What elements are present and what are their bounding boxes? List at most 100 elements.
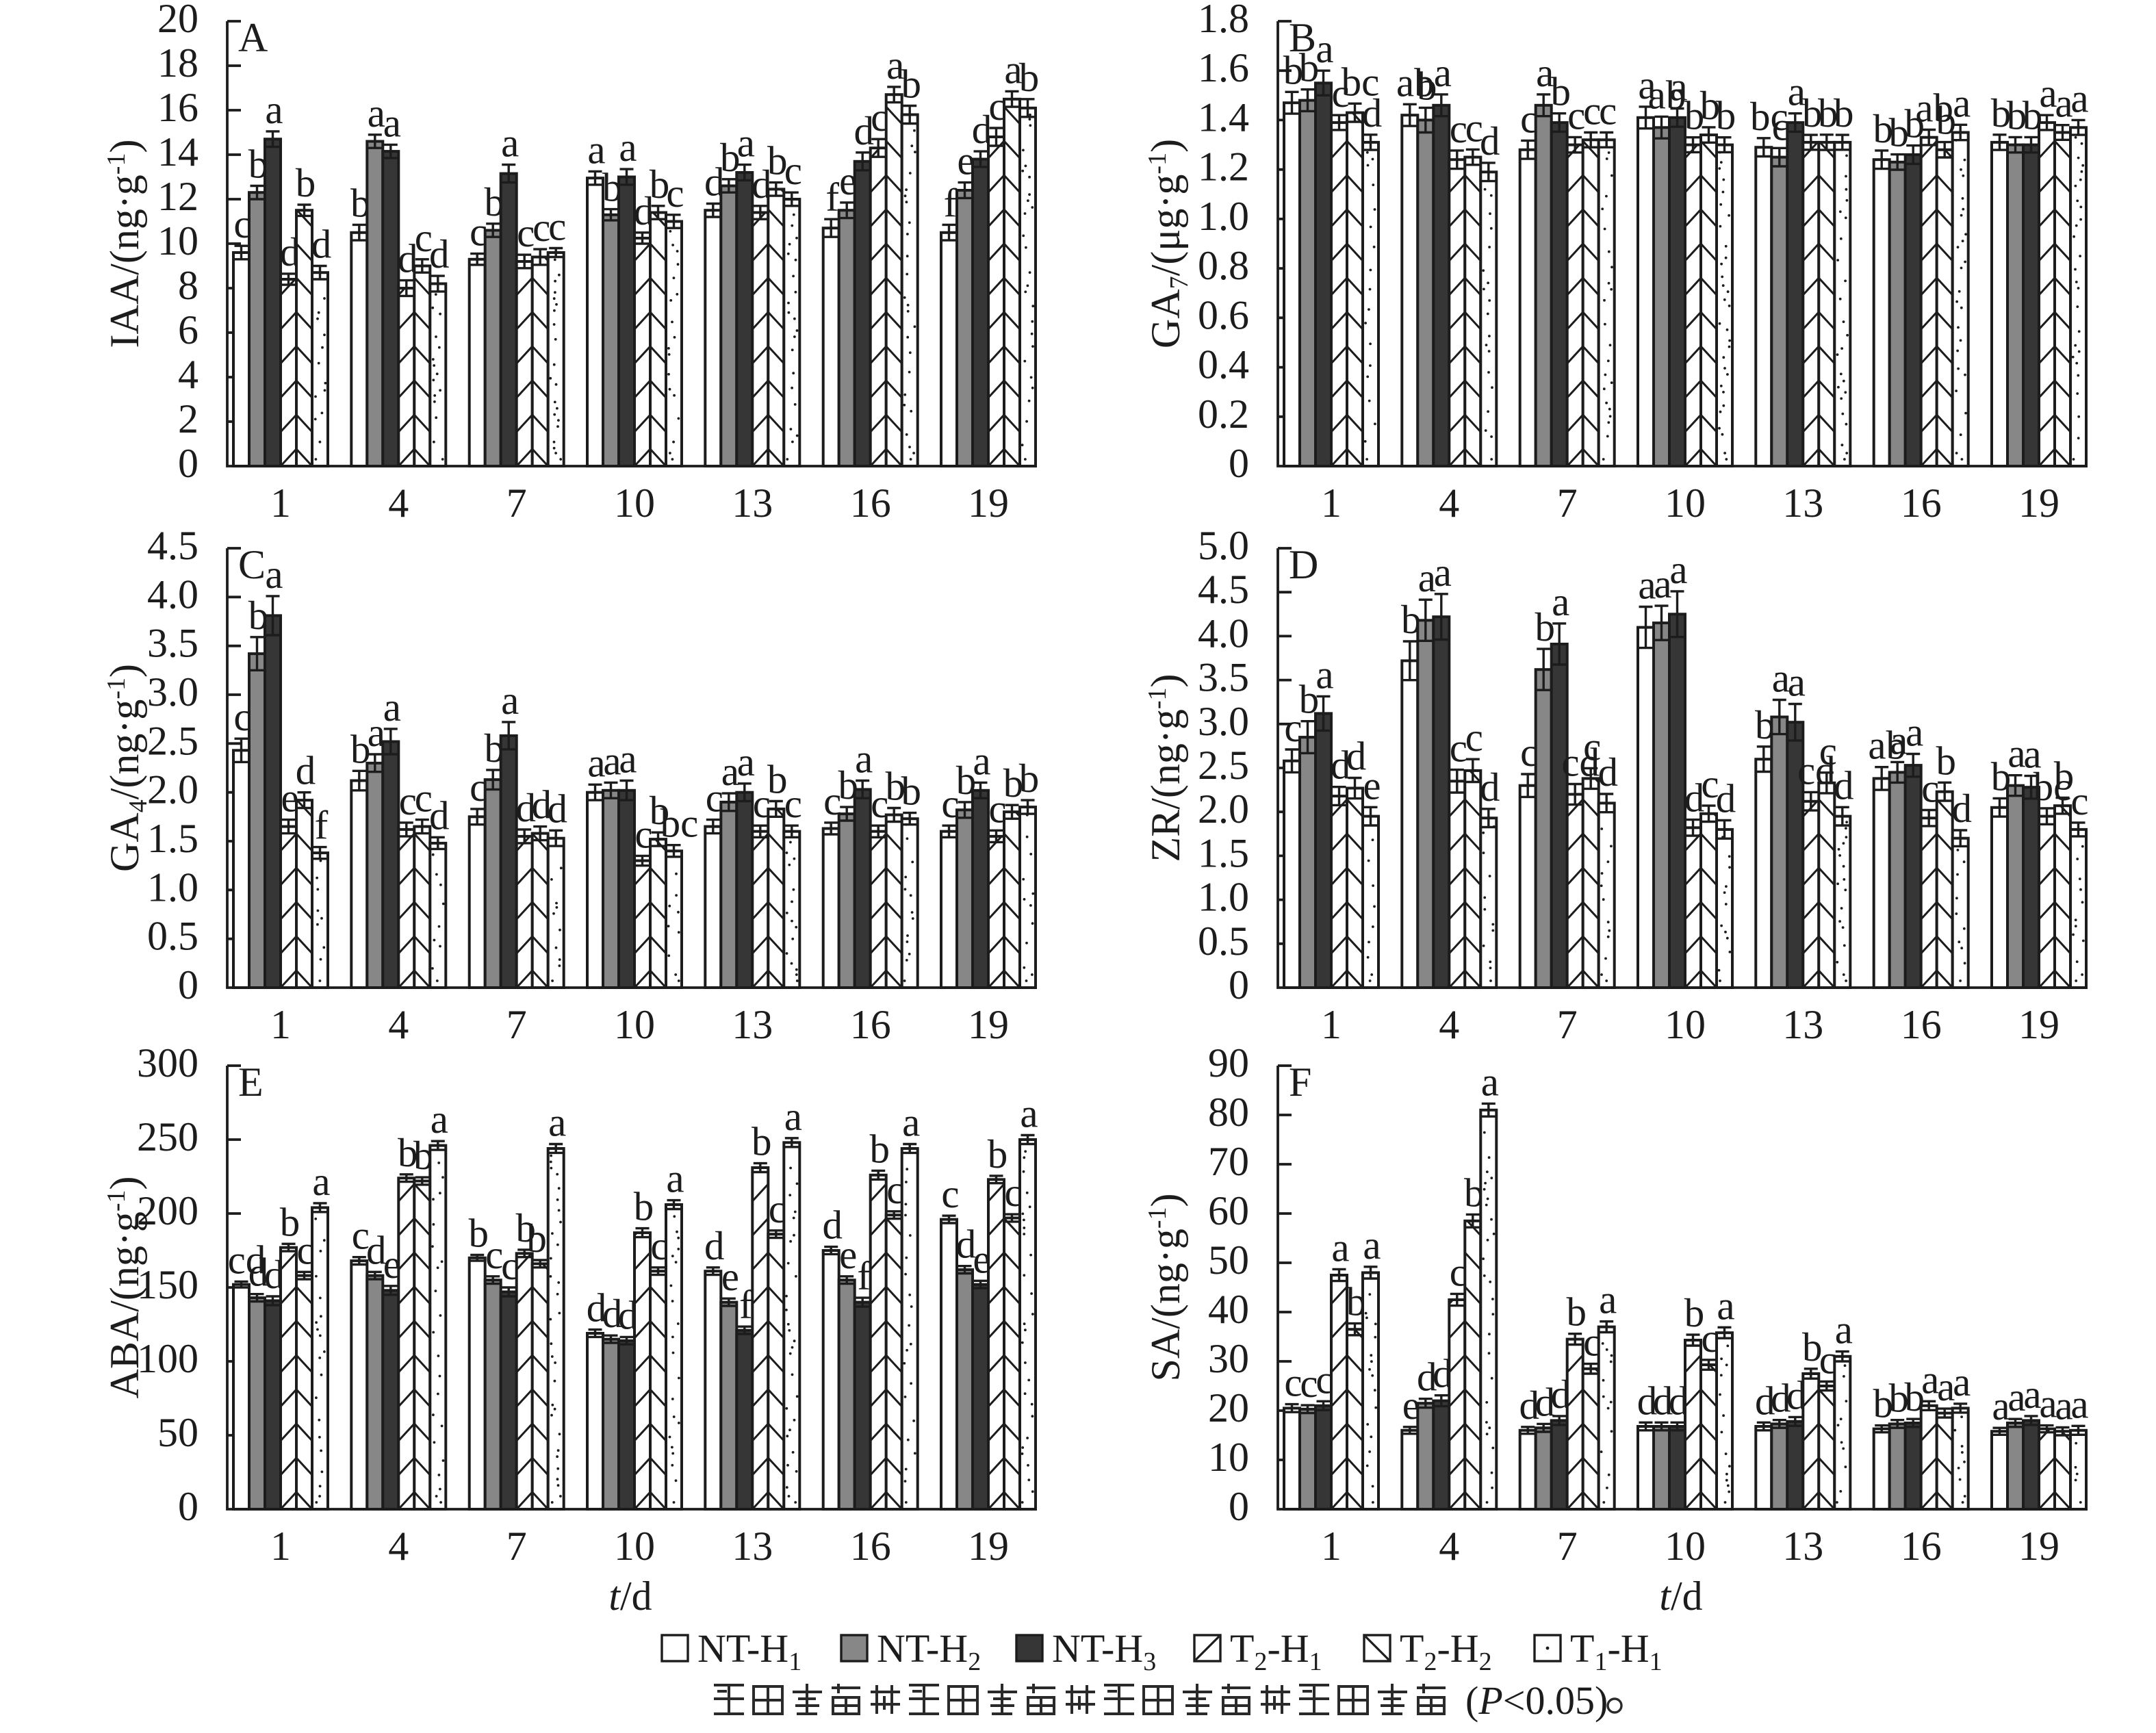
svg-text:10: 10 bbox=[1665, 1524, 1706, 1569]
svg-text:16: 16 bbox=[1901, 1002, 1942, 1047]
svg-text:10: 10 bbox=[1665, 1002, 1706, 1047]
svg-text:16: 16 bbox=[157, 85, 198, 130]
svg-text:19: 19 bbox=[2018, 480, 2059, 526]
svg-text:b: b bbox=[869, 1126, 890, 1171]
svg-text:2.0: 2.0 bbox=[147, 767, 198, 812]
svg-text:a: a bbox=[2039, 70, 2057, 116]
svg-text:c: c bbox=[1284, 1360, 1302, 1405]
svg-text:19: 19 bbox=[968, 480, 1009, 526]
svg-text:40: 40 bbox=[1208, 1287, 1249, 1332]
svg-text:d: d bbox=[956, 1222, 977, 1267]
svg-text:T1​-H1​: T1​-H1​ bbox=[1570, 1626, 1663, 1676]
svg-text:a: a bbox=[2055, 1383, 2072, 1428]
svg-text:a: a bbox=[1788, 69, 1806, 114]
svg-text:d: d bbox=[1653, 1378, 1673, 1423]
svg-text:d: d bbox=[1834, 762, 1854, 808]
svg-text:10: 10 bbox=[614, 1524, 655, 1569]
svg-text:7: 7 bbox=[1557, 480, 1578, 526]
svg-text:a: a bbox=[383, 684, 401, 730]
svg-text:a: a bbox=[368, 90, 385, 136]
svg-text:a: a bbox=[1992, 1383, 2010, 1428]
svg-text:1.8: 1.8 bbox=[1198, 0, 1249, 41]
svg-text:0: 0 bbox=[1229, 441, 1249, 486]
svg-text:0.5: 0.5 bbox=[147, 914, 198, 959]
svg-text:a: a bbox=[265, 87, 283, 132]
svg-text:b: b bbox=[280, 1199, 300, 1244]
svg-text:70: 70 bbox=[1208, 1139, 1249, 1184]
svg-text:a: a bbox=[431, 1096, 448, 1142]
svg-text:b: b bbox=[515, 1205, 536, 1250]
svg-text:10: 10 bbox=[157, 218, 198, 264]
svg-text:a: a bbox=[548, 1100, 566, 1145]
svg-text:e: e bbox=[1363, 762, 1381, 808]
svg-text:a: a bbox=[737, 739, 755, 784]
svg-text:a: a bbox=[666, 1156, 684, 1201]
svg-text:250: 250 bbox=[137, 1114, 198, 1159]
svg-text:E: E bbox=[238, 1060, 264, 1105]
svg-text:c: c bbox=[784, 148, 802, 193]
svg-text:d: d bbox=[1771, 1376, 1791, 1421]
svg-text:d: d bbox=[854, 108, 874, 153]
svg-text:d: d bbox=[429, 793, 450, 838]
svg-text:a: a bbox=[1418, 555, 1436, 600]
svg-text:d: d bbox=[1417, 1355, 1437, 1400]
svg-text:D: D bbox=[1289, 542, 1318, 587]
svg-text:b: b bbox=[1834, 90, 1854, 136]
svg-text:a: a bbox=[1669, 64, 1687, 110]
svg-text:c: c bbox=[1599, 88, 1617, 133]
svg-text:19: 19 bbox=[968, 1524, 1009, 1569]
svg-text:d: d bbox=[1346, 734, 1367, 779]
svg-text:d: d bbox=[1951, 786, 1972, 831]
svg-text:c: c bbox=[352, 1213, 370, 1258]
svg-text:a: a bbox=[2070, 75, 2088, 120]
svg-text:a: a bbox=[1788, 660, 1806, 705]
svg-text:6: 6 bbox=[178, 307, 198, 352]
svg-text:b: b bbox=[767, 757, 788, 802]
svg-text:a: a bbox=[2070, 1381, 2088, 1426]
svg-text:20: 20 bbox=[1208, 1385, 1249, 1430]
svg-text:a: a bbox=[1905, 710, 1923, 755]
svg-text:7: 7 bbox=[506, 1524, 527, 1569]
svg-text:c: c bbox=[1465, 105, 1483, 150]
svg-text:t/d: t/d bbox=[608, 1574, 652, 1619]
svg-text:e: e bbox=[721, 1254, 739, 1299]
svg-text:b: b bbox=[901, 769, 921, 814]
svg-text:20: 20 bbox=[157, 0, 198, 41]
svg-text:a: a bbox=[1552, 579, 1569, 624]
svg-text:b: b bbox=[634, 1184, 654, 1229]
svg-text:1: 1 bbox=[270, 480, 291, 526]
svg-text:a: a bbox=[2039, 1381, 2057, 1426]
svg-text:c: c bbox=[1331, 70, 1349, 116]
svg-text:a: a bbox=[1654, 561, 1671, 606]
svg-text:50: 50 bbox=[157, 1410, 198, 1455]
svg-text:d: d bbox=[515, 785, 536, 830]
svg-text:b: b bbox=[1684, 93, 1705, 138]
svg-text:bc: bc bbox=[660, 801, 699, 846]
svg-text:c: c bbox=[1701, 761, 1719, 806]
svg-text:a: a bbox=[1638, 62, 1656, 107]
svg-text:b: b bbox=[1802, 90, 1823, 136]
svg-text:a: a bbox=[383, 100, 401, 145]
svg-text:F: F bbox=[1289, 1060, 1311, 1105]
svg-text:a: a bbox=[1004, 47, 1022, 92]
svg-text:d: d bbox=[429, 231, 450, 277]
svg-text:b: b bbox=[752, 1119, 772, 1164]
svg-text:1.2: 1.2 bbox=[1198, 144, 1249, 190]
svg-text:a: a bbox=[1772, 656, 1790, 701]
svg-text:13: 13 bbox=[732, 480, 773, 526]
svg-text:f: f bbox=[857, 1253, 871, 1298]
svg-text:a: a bbox=[1599, 1277, 1617, 1322]
svg-text:f: f bbox=[944, 180, 958, 225]
svg-text:a: a bbox=[312, 1159, 330, 1204]
svg-text:ABA/(ng·g-1​): ABA/(ng·g-1​) bbox=[102, 1177, 147, 1399]
svg-text:d: d bbox=[547, 786, 567, 831]
svg-text:NT-H3​: NT-H3​ bbox=[1052, 1626, 1156, 1676]
svg-text:a: a bbox=[1434, 50, 1452, 95]
svg-text:a: a bbox=[2007, 1374, 2025, 1420]
svg-text:10: 10 bbox=[1208, 1435, 1249, 1480]
svg-text:1.5: 1.5 bbox=[147, 816, 198, 861]
svg-text:c: c bbox=[485, 1232, 503, 1277]
svg-text:a: a bbox=[1937, 1364, 1955, 1409]
svg-text:a: a bbox=[973, 738, 990, 783]
svg-text:c: c bbox=[1567, 92, 1585, 138]
